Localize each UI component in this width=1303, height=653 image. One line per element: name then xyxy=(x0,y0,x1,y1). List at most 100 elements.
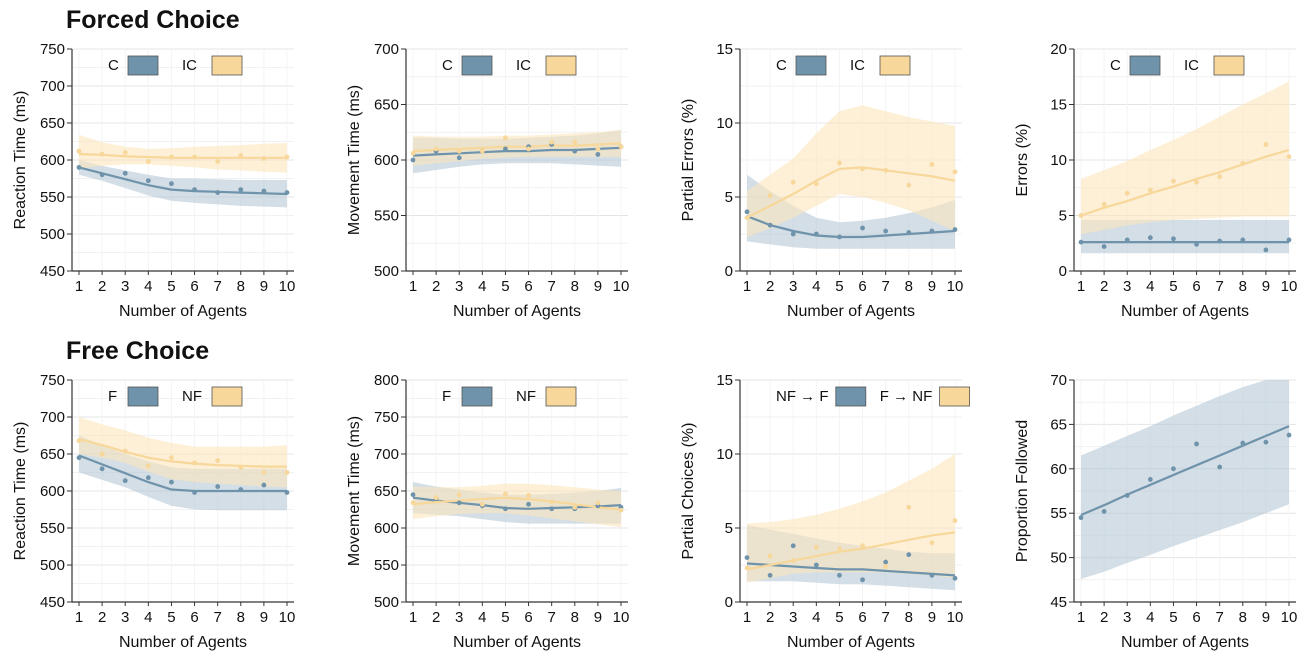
fit-line-1 xyxy=(78,166,288,196)
x-tick-label: 7 xyxy=(213,609,221,626)
data-point xyxy=(238,487,244,492)
x-tick-label: 3 xyxy=(121,278,129,295)
data-point xyxy=(1263,247,1269,253)
x-tick-label: 6 xyxy=(190,609,198,626)
data-point xyxy=(1101,202,1107,207)
data-point xyxy=(76,438,82,444)
data-point xyxy=(883,167,889,173)
y-tick-label: 700 xyxy=(374,41,399,58)
data-point xyxy=(456,155,462,161)
data-point xyxy=(261,156,267,161)
y-tick-label: 550 xyxy=(374,557,399,574)
x-tick-label: 5 xyxy=(167,609,175,626)
data-point xyxy=(860,225,865,231)
x-tick-label: 10 xyxy=(1281,609,1298,626)
y-axis-label: Movement Time (ms) xyxy=(346,85,363,235)
data-point xyxy=(526,493,531,498)
y-tick-label: 650 xyxy=(40,115,65,132)
data-point xyxy=(99,151,105,157)
data-point xyxy=(744,209,750,215)
legend-swatch-2 xyxy=(939,386,970,407)
data-point xyxy=(813,181,819,187)
data-point xyxy=(76,148,82,154)
y-tick-label: 550 xyxy=(40,520,65,537)
ci-band-1 xyxy=(1081,380,1289,579)
data-point xyxy=(860,166,865,172)
data-point xyxy=(744,215,750,221)
data-point xyxy=(410,157,416,163)
data-point xyxy=(549,139,555,145)
data-point xyxy=(99,466,105,472)
y-tick-label: 10 xyxy=(1050,152,1067,169)
y-tick-label: 550 xyxy=(40,189,65,206)
fit-line-2 xyxy=(746,531,956,571)
data-point xyxy=(1194,441,1199,447)
x-tick-label: 9 xyxy=(260,278,268,295)
x-tick-label: 1 xyxy=(1077,609,1085,626)
chart-panel-6: 500 550 600 650 700 750 800 1 2 3 4 5 6 7 8 9 10 Number o… xyxy=(346,372,629,651)
data-point xyxy=(549,506,555,512)
data-point xyxy=(122,478,128,484)
legend-label-2: IC xyxy=(850,57,865,74)
x-tick-label: 9 xyxy=(260,609,268,626)
y-axis-label: Reaction Time (ms) xyxy=(12,422,29,561)
y-axis-label: Partial Choices (%) xyxy=(680,423,697,560)
data-point xyxy=(433,146,439,152)
x-tick-label: 1 xyxy=(409,609,417,626)
fit-line-1 xyxy=(746,215,956,239)
data-point xyxy=(410,492,416,498)
x-tick-label: 3 xyxy=(455,609,463,626)
x-axis-label: Number of Agents xyxy=(453,303,581,320)
fit-line-2 xyxy=(412,496,622,511)
x-tick-label: 3 xyxy=(1123,278,1131,295)
data-point xyxy=(1263,439,1269,445)
legend-label-2: F → NF xyxy=(880,388,933,405)
fit-line-2 xyxy=(412,142,622,153)
x-tick-label: 10 xyxy=(1281,278,1298,295)
y-tick-label: 70 xyxy=(1050,372,1067,389)
data-point xyxy=(479,148,485,154)
data-point xyxy=(410,500,416,506)
y-axis-label: Movement Time (ms) xyxy=(346,416,363,566)
data-point xyxy=(1263,142,1269,147)
y-tick-label: 700 xyxy=(40,409,65,426)
data-point xyxy=(952,575,958,581)
legend-swatch-1 xyxy=(835,386,867,407)
data-point xyxy=(618,507,624,513)
data-point xyxy=(906,182,912,188)
x-tick-label: 1 xyxy=(743,278,751,295)
y-tick-label: 450 xyxy=(40,263,65,280)
y-tick-label: 10 xyxy=(716,446,733,463)
legend-swatch-2 xyxy=(545,386,577,407)
ci-band-1 xyxy=(79,160,287,208)
data-point xyxy=(618,144,624,150)
x-tick-label: 7 xyxy=(547,609,555,626)
y-tick-label: 500 xyxy=(40,557,65,574)
y-tick-label: 0 xyxy=(1059,263,1067,280)
x-tick-label: 2 xyxy=(98,278,106,295)
x-tick-label: 5 xyxy=(501,609,509,626)
data-point xyxy=(1124,237,1130,243)
data-point xyxy=(145,178,151,184)
x-tick-label: 9 xyxy=(594,609,602,626)
data-point xyxy=(503,146,508,152)
fit-line-2 xyxy=(1080,148,1290,217)
legend-label-2: IC xyxy=(182,57,197,74)
forced-choice-title: Forced Choice xyxy=(66,6,240,34)
data-point xyxy=(1078,515,1084,521)
x-tick-label: 9 xyxy=(1262,609,1270,626)
data-point xyxy=(410,150,416,156)
x-tick-label: 4 xyxy=(1146,609,1154,626)
x-tick-label: 10 xyxy=(613,278,630,295)
x-tick-label: 4 xyxy=(478,609,486,626)
data-point xyxy=(595,146,601,152)
data-point xyxy=(238,187,244,193)
data-point xyxy=(215,159,221,164)
y-tick-label: 20 xyxy=(1050,41,1067,58)
y-tick-label: 650 xyxy=(374,97,399,114)
data-point xyxy=(790,543,796,549)
legend-swatch-1 xyxy=(127,55,159,76)
data-point xyxy=(456,492,462,498)
x-tick-label: 9 xyxy=(1262,278,1270,295)
legend-swatch-1 xyxy=(127,386,159,407)
